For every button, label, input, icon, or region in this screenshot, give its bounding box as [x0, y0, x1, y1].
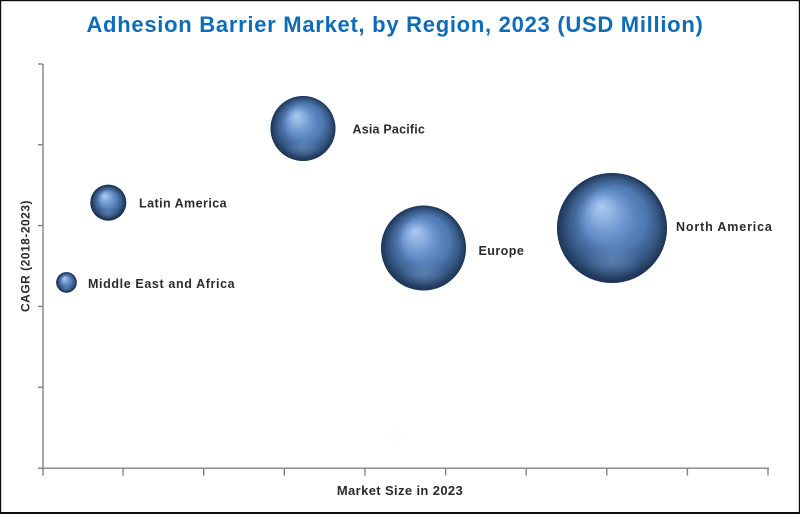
svg-text:CAGR (2018-2023): CAGR (2018-2023): [19, 200, 33, 312]
svg-text:Adhesion Barrier Market, by Re: Adhesion Barrier Market, by Region, 2023…: [86, 12, 703, 37]
svg-text:Middle East and Africa: Middle East and Africa: [88, 277, 236, 291]
svg-text:Market Size in 2023: Market Size in 2023: [337, 483, 463, 498]
svg-text:Asia Pacific: Asia Pacific: [353, 122, 426, 136]
svg-text:North America: North America: [676, 220, 773, 234]
svg-text:Europe: Europe: [479, 244, 525, 258]
svg-text:Latin America: Latin America: [139, 197, 228, 211]
